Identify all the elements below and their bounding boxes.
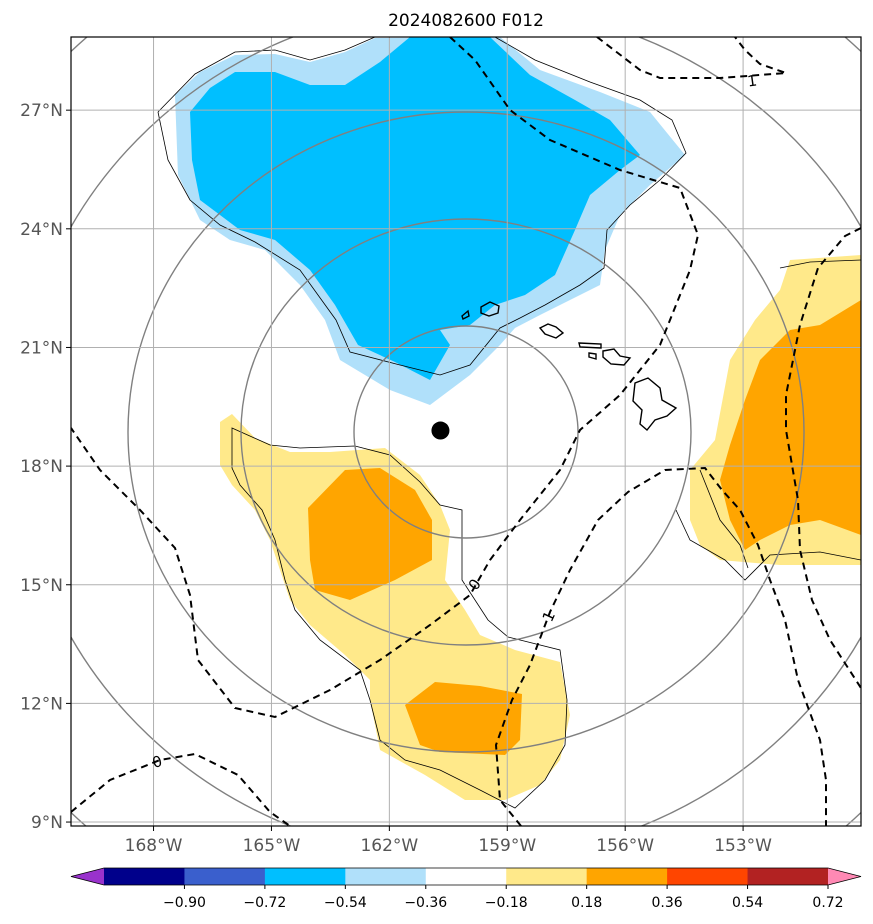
colorbar-tick-label: −0.54 bbox=[324, 895, 367, 911]
colorbar-tick-label: 0.18 bbox=[571, 895, 602, 911]
x-tick-label: 153°W bbox=[714, 836, 772, 856]
x-axis-ticks: 168°W 165°W 162°W 159°W 156°W 153°W bbox=[125, 826, 772, 856]
colorbar-extend-high bbox=[828, 868, 861, 885]
colorbar-outline bbox=[70, 867, 862, 886]
colorbar-segment bbox=[747, 868, 829, 885]
y-tick-label: 21°N bbox=[20, 338, 63, 358]
x-tick-label: 168°W bbox=[125, 836, 183, 856]
gridlines bbox=[71, 37, 861, 826]
y-tick-label: 12°N bbox=[20, 694, 63, 714]
colorbar-segment bbox=[667, 868, 749, 885]
x-tick-label: 159°W bbox=[478, 836, 536, 856]
colorbar-segment bbox=[586, 868, 668, 885]
y-tick-label: 24°N bbox=[20, 220, 63, 240]
chart-title: 2024082600 F012 bbox=[388, 11, 544, 31]
colorbar-segment bbox=[506, 868, 588, 885]
coastlines bbox=[461, 301, 678, 432]
colorbar-segment bbox=[264, 868, 346, 885]
colorbar-segment bbox=[425, 868, 507, 885]
contour-label-0-west: 0 bbox=[150, 752, 164, 772]
y-tick-label: 9°N bbox=[31, 813, 63, 833]
colorbar-tick-label: −0.90 bbox=[163, 895, 206, 911]
x-tick-label: 156°W bbox=[596, 836, 654, 856]
colorbar-tick-label: 0.72 bbox=[812, 895, 843, 911]
colorbar: −0.90 −0.72 −0.54 −0.36 −0.18 0.18 0.36 0.54 0.7… bbox=[70, 867, 862, 911]
dashed-contours bbox=[71, 37, 861, 826]
colorbar-tick-label: −0.36 bbox=[404, 895, 447, 911]
colorbar-segment bbox=[184, 868, 266, 885]
colorbar-extend-low bbox=[71, 868, 104, 885]
colorbar-tick-label: −0.18 bbox=[485, 895, 528, 911]
colorbar-segment bbox=[345, 868, 427, 885]
storm-center-marker bbox=[431, 421, 450, 440]
y-tick-label: 15°N bbox=[20, 576, 63, 596]
colorbar-tick-label: 0.36 bbox=[652, 895, 683, 911]
y-tick-label: 18°N bbox=[20, 457, 63, 477]
anomaly-region-orange-south bbox=[405, 682, 522, 755]
anomaly-region-orange-east bbox=[720, 300, 861, 550]
colorbar-segment bbox=[104, 868, 185, 885]
colorbar-tick-label: −0.72 bbox=[243, 895, 286, 911]
colorbar-tick-label: 0.54 bbox=[732, 895, 763, 911]
y-axis-ticks: 27°N 24°N 21°N 18°N 15°N 12°N 9°N bbox=[20, 101, 71, 833]
plot-frame bbox=[70, 36, 862, 827]
anomaly-region-orange-west bbox=[308, 468, 432, 600]
x-tick-label: 165°W bbox=[243, 836, 301, 856]
contour-label-1-north: 1 bbox=[746, 71, 758, 90]
region-outlines bbox=[157, 37, 861, 809]
x-tick-label: 162°W bbox=[360, 836, 418, 856]
anomaly-region-blue bbox=[190, 37, 640, 380]
y-tick-label: 27°N bbox=[20, 101, 63, 121]
